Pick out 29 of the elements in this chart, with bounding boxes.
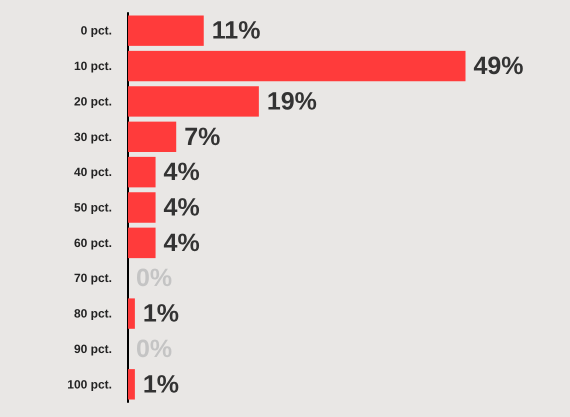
bar [128,50,466,82]
y-tick-label: 40 pct. [74,165,112,180]
bar [128,192,156,223]
data-label: 4% [164,194,200,222]
y-tick-label: 10 pct. [74,59,112,74]
bar [128,156,156,188]
data-label: 7% [184,122,220,151]
y-tick-label: 70 pct. [74,271,112,286]
bar [128,86,259,117]
data-label: 1% [142,300,180,328]
data-label: 4% [164,158,200,186]
y-tick-label: 60 pct. [74,236,112,250]
y-tick-label: 0 pct. [80,24,112,38]
data-label: 49% [474,52,524,80]
y-tick-label: 50 pct. [74,200,112,214]
bar [128,15,204,46]
y-tick-label: 90 pct. [74,342,112,356]
bar [128,369,135,400]
y-tick-label: 20 pct. [74,94,112,108]
y-tick-label: 100 pct. [67,377,112,392]
bar [128,228,156,258]
data-label: 1% [142,370,180,398]
data-label: 4% [164,228,200,257]
bar [128,122,176,152]
data-label: 19% [266,87,317,116]
data-label: 11% [212,16,260,45]
bar [128,298,135,329]
y-tick-label: 80 pct. [74,306,112,321]
y-tick-label: 30 pct. [74,130,112,144]
